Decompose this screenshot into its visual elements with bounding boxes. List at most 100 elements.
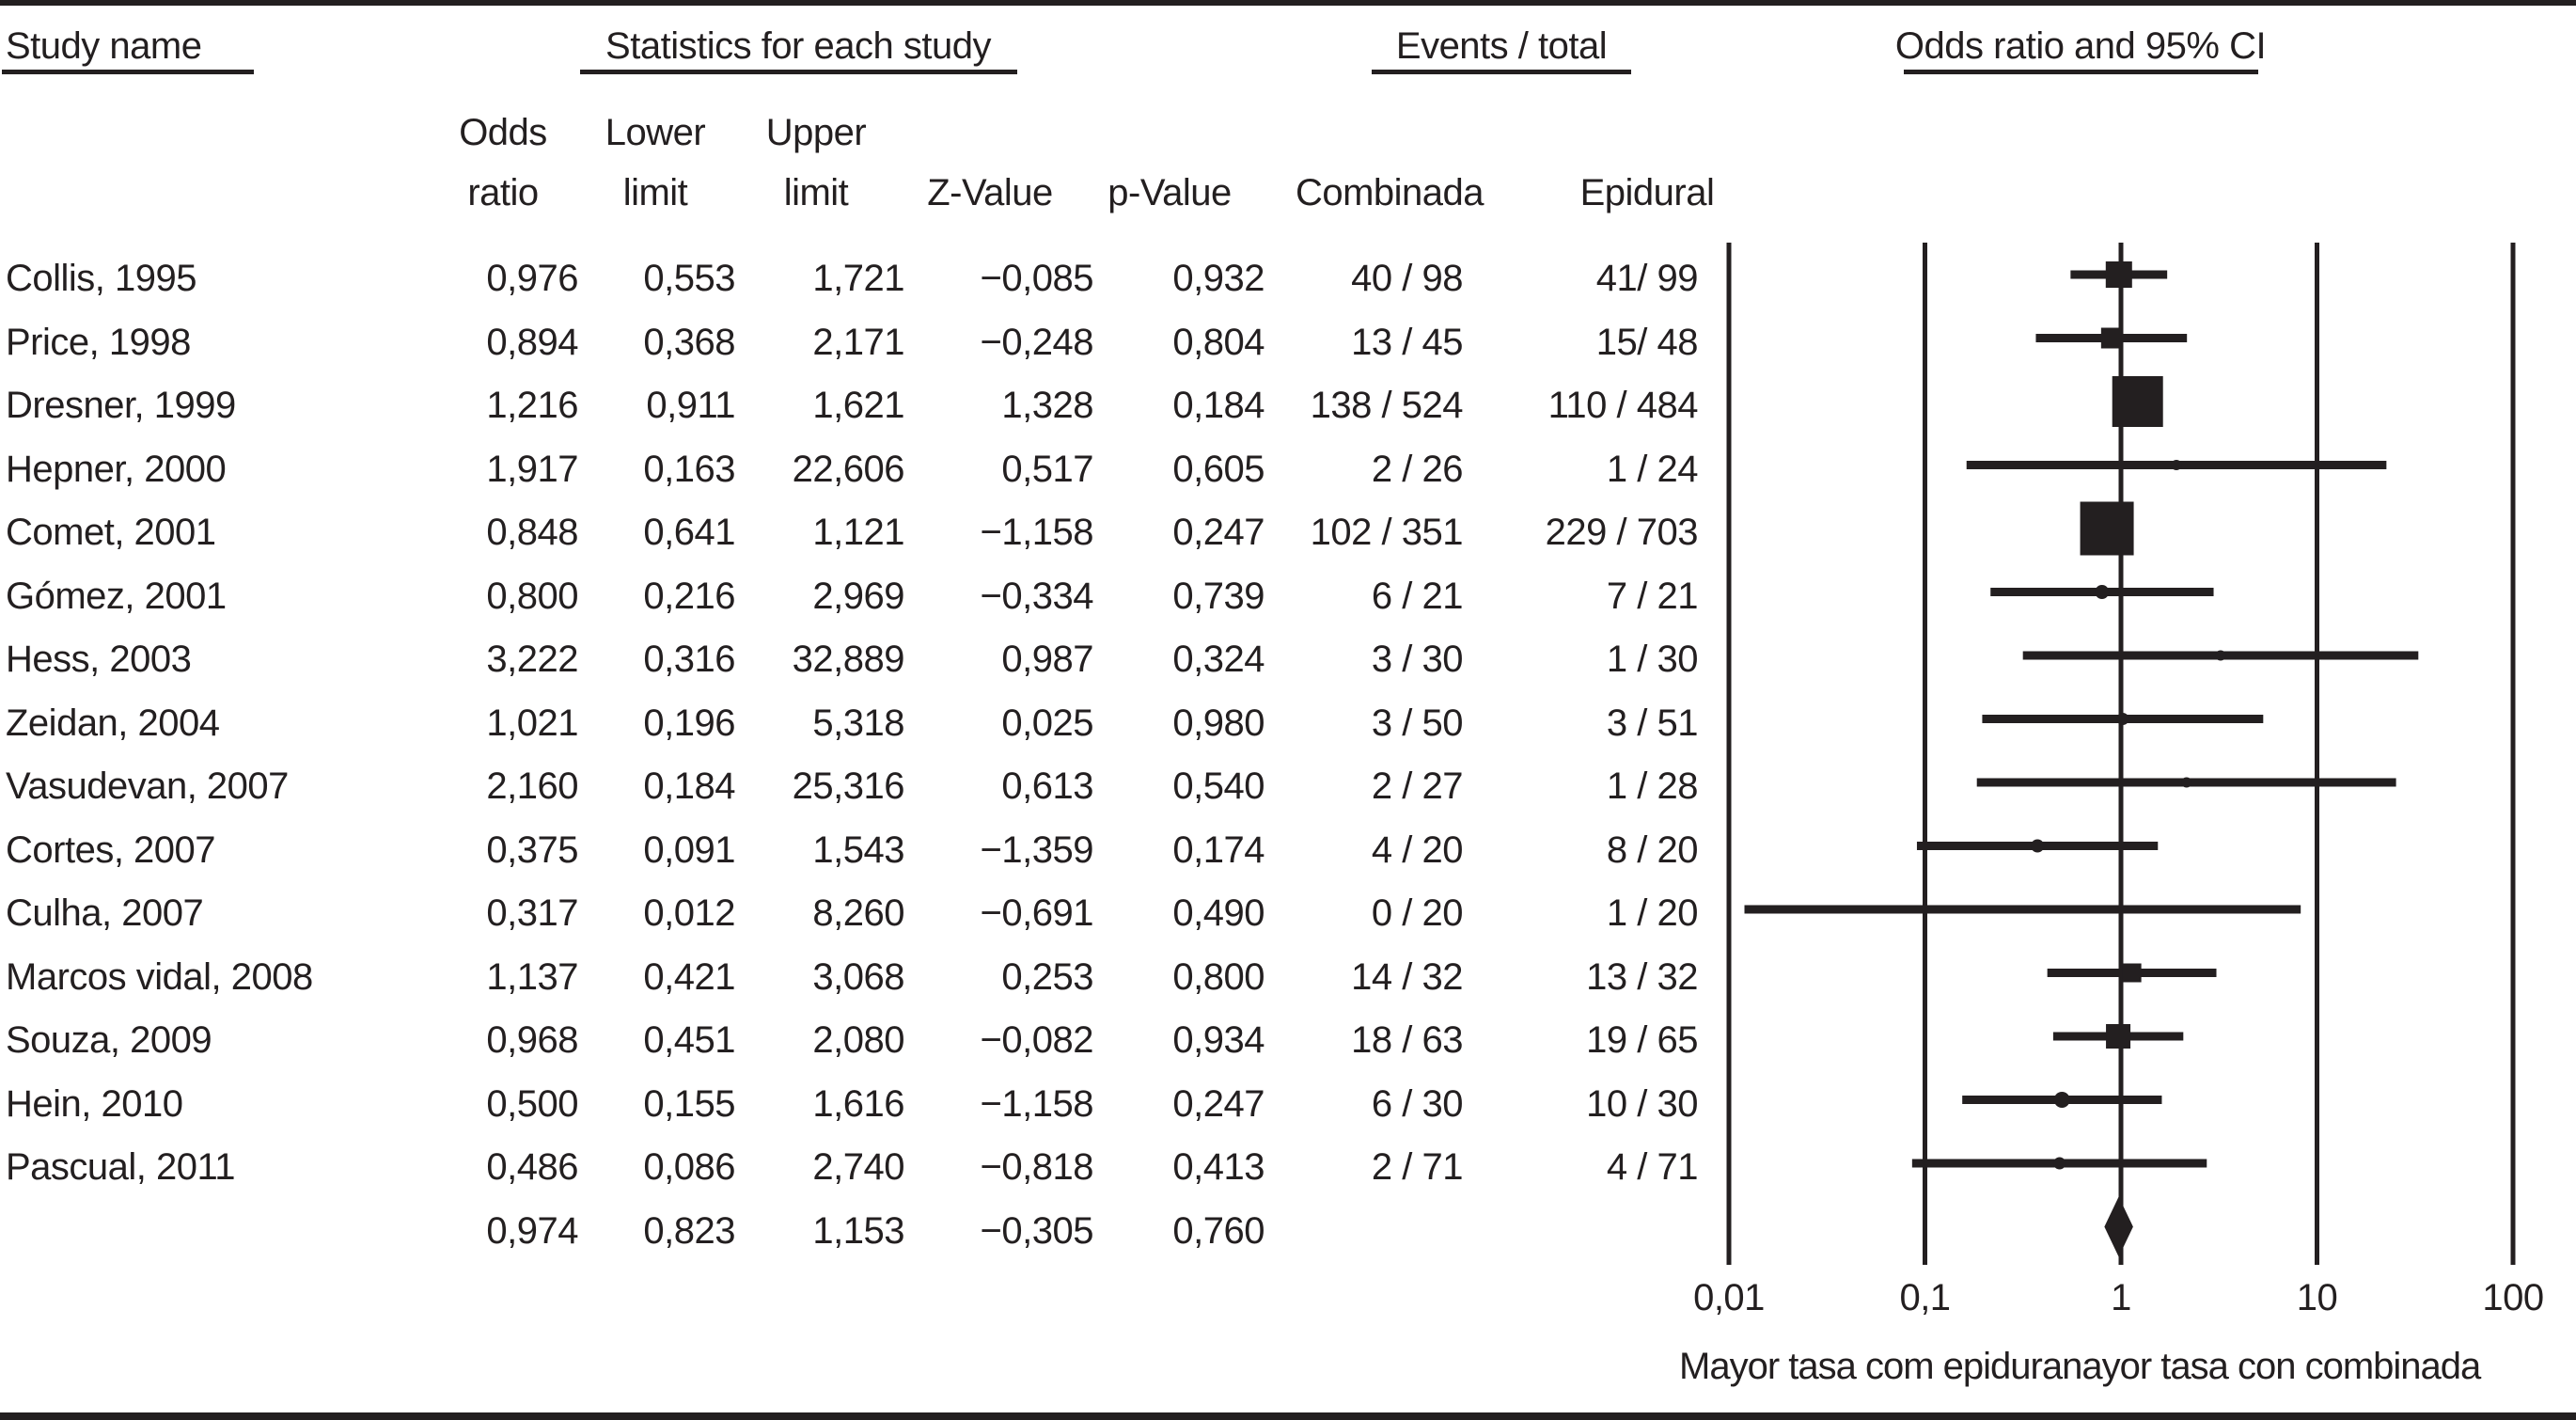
study-name: Marcos vidal, 2008 [6, 955, 313, 998]
table-row: Hepner, 2000 1,917 0,163 22,606 0,517 0,605 2 … [0, 448, 2576, 491]
odds-ratio-value: 1,137 [486, 955, 578, 998]
table-row: Collis, 1995 0,976 0,553 1,721 −0,085 0,932 40… [0, 257, 2576, 300]
combinada-events-value: 18 / 63 [1351, 1019, 1463, 1061]
upper-limit-value: 2,080 [812, 1019, 904, 1061]
odds-ratio-value: 0,894 [486, 321, 578, 363]
x-tick-label: 100 [2482, 1277, 2544, 1318]
combinada-events-value: 13 / 45 [1351, 321, 1463, 363]
z-value: 1,328 [1001, 385, 1093, 426]
combinada-events-value: 102 / 351 [1310, 512, 1464, 553]
study-name: Dresner, 1999 [6, 385, 236, 426]
combinada-events-value: 2 / 26 [1371, 448, 1464, 490]
epidural-events-value: 13 / 32 [1586, 955, 1698, 998]
odds-ratio-value: 0,375 [486, 828, 578, 871]
epidural-events-value: 1 / 30 [1606, 639, 1699, 680]
col-header-z-value: Z-Value [927, 172, 1053, 213]
z-value: −0,818 [980, 1146, 1094, 1188]
upper-limit-value: 1,721 [812, 258, 904, 299]
upper-limit-value: 2,740 [812, 1146, 904, 1188]
epidural-events-value: 15/ 48 [1595, 321, 1699, 363]
odds-ratio-ci-header: Odds ratio and 95% CI [1894, 25, 2267, 67]
upper-limit-value: 8,260 [812, 892, 904, 934]
combinada-events-value: 6 / 30 [1371, 1082, 1464, 1125]
odds-ratio-value: 0,800 [486, 575, 578, 617]
odds-ratio-value: 1,021 [486, 702, 578, 744]
lower-limit-value: 0,155 [643, 1082, 735, 1125]
combinada-events-value: 14 / 32 [1351, 955, 1463, 998]
table-row: Souza, 2009 0,968 0,451 2,080 −0,082 0,934 18 … [0, 1018, 2576, 1062]
lower-limit-value: 0,091 [643, 828, 735, 871]
p-value: 0,934 [1172, 1019, 1264, 1061]
col-header-upper: Upper [765, 112, 867, 153]
lower-limit-value: 0,184 [643, 765, 735, 807]
study-name: Culha, 2007 [6, 892, 204, 934]
summary-z-value: −0,305 [980, 1209, 1094, 1252]
summary-lower-limit: 0,823 [643, 1209, 735, 1252]
study-name: Collis, 1995 [6, 258, 197, 299]
p-value: 0,540 [1172, 765, 1264, 807]
lower-limit-value: 0,553 [643, 258, 735, 299]
study-name: Vasudevan, 2007 [6, 765, 289, 807]
lower-limit-value: 0,316 [643, 639, 735, 680]
table-row: Hess, 2003 3,222 0,316 32,889 0,987 0,324 3 / … [0, 638, 2576, 681]
p-value: 0,184 [1172, 385, 1264, 426]
upper-limit-value: 25,316 [792, 765, 905, 807]
p-value: 0,324 [1172, 639, 1264, 680]
z-value: −1,158 [980, 512, 1094, 553]
events-total-header: Events / total [1395, 25, 1608, 67]
col-header-ratio: ratio [467, 172, 539, 213]
odds-ratio-value: 0,976 [486, 258, 578, 299]
odds-ratio-value: 1,216 [486, 385, 578, 426]
statistics-underline [580, 70, 1017, 74]
z-value: 0,025 [1001, 702, 1093, 744]
p-value: 0,932 [1172, 258, 1264, 299]
p-value: 0,804 [1172, 321, 1264, 363]
study-name: Souza, 2009 [6, 1019, 212, 1061]
p-value: 0,247 [1172, 1082, 1264, 1125]
combinada-events-value: 2 / 71 [1371, 1146, 1464, 1188]
combinada-events-value: 4 / 20 [1371, 828, 1464, 871]
upper-limit-value: 22,606 [792, 448, 905, 490]
combinada-events-value: 40 / 98 [1351, 258, 1463, 299]
z-value: 0,517 [1001, 448, 1093, 490]
z-value: −0,082 [980, 1019, 1094, 1061]
lower-limit-value: 0,216 [643, 575, 735, 617]
study-name: Gómez, 2001 [6, 575, 227, 617]
odds-ratio-value: 0,848 [486, 512, 578, 553]
epidural-events-value: 110 / 484 [1547, 385, 1699, 426]
combinada-events-value: 3 / 50 [1371, 702, 1464, 744]
odds-ratio-value: 0,317 [486, 892, 578, 934]
p-value: 0,174 [1172, 828, 1264, 871]
summary-odds-ratio: 0,974 [486, 1209, 578, 1252]
z-value: 0,613 [1001, 765, 1093, 807]
col-header-p-value: p-Value [1107, 172, 1232, 213]
study-name: Cortes, 2007 [6, 828, 216, 871]
table-row: Price, 1998 0,894 0,368 2,171 −0,248 0,804 13 … [0, 321, 2576, 364]
odds-ratio-value: 1,917 [486, 448, 578, 490]
col-header-limit-up: limit [783, 172, 849, 213]
table-row: Gómez, 2001 0,800 0,216 2,969 −0,334 0,739 6 /… [0, 575, 2576, 618]
upper-limit-value: 1,121 [812, 512, 904, 553]
odds-ratio-value: 0,500 [486, 1082, 578, 1125]
lower-limit-value: 0,086 [643, 1146, 735, 1188]
epidural-events-value: 1 / 24 [1606, 448, 1699, 490]
odds-ratio-value: 2,160 [486, 765, 578, 807]
upper-limit-value: 2,171 [812, 321, 904, 363]
z-value: −0,334 [980, 575, 1094, 617]
combinada-events-value: 0 / 20 [1371, 892, 1464, 934]
epidural-events-value: 229 / 703 [1545, 512, 1699, 553]
col-header-combinada: Combinada [1295, 172, 1484, 213]
upper-limit-value: 1,616 [812, 1082, 904, 1125]
lower-limit-value: 0,368 [643, 321, 735, 363]
study-name: Price, 1998 [6, 321, 191, 363]
study-name: Pascual, 2011 [6, 1146, 236, 1188]
odds-ratio-value: 0,968 [486, 1019, 578, 1061]
upper-limit-value: 5,318 [812, 702, 904, 744]
upper-limit-value: 2,969 [812, 575, 904, 617]
col-header-lower: Lower [605, 112, 706, 153]
study-name-header: Study name [6, 25, 202, 67]
epidural-events-value: 19 / 65 [1586, 1019, 1698, 1061]
epidural-events-value: 41/ 99 [1595, 258, 1699, 299]
combinada-events-value: 138 / 524 [1310, 385, 1464, 426]
lower-limit-value: 0,451 [643, 1019, 735, 1061]
